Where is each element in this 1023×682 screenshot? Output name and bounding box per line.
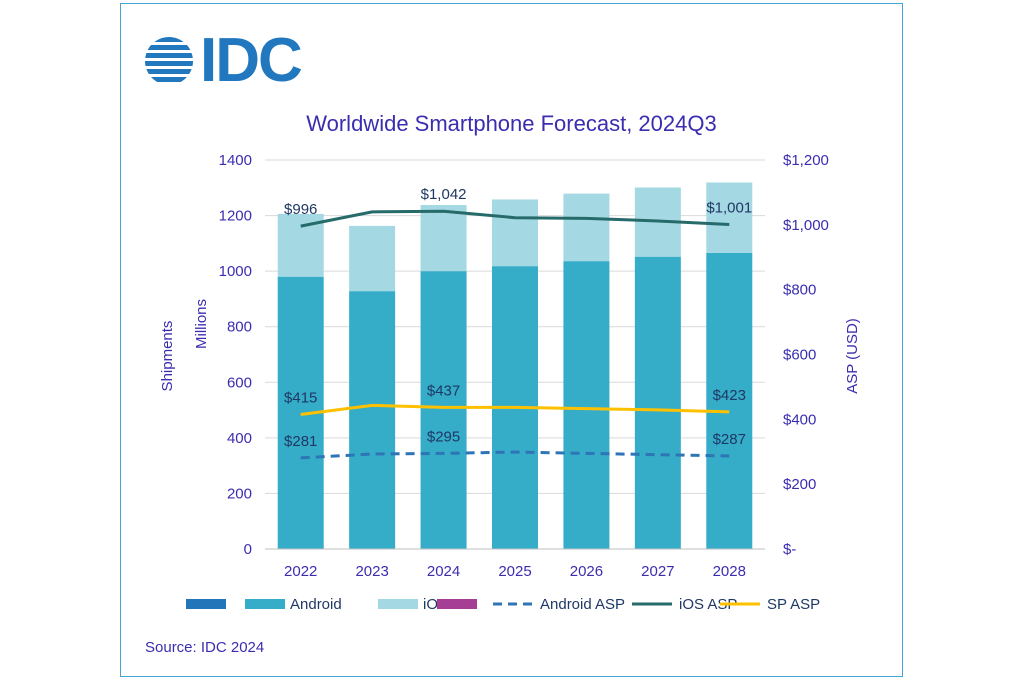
chart-frame [120, 3, 903, 677]
y-right-tick-label: $1,000 [783, 217, 829, 234]
idc-logo [145, 30, 315, 96]
y-left-tick-label: 1200 [219, 208, 252, 225]
data-label: $423 [713, 387, 746, 404]
legend: Android iOS Android ASP iOS ASP SP ASP [186, 596, 820, 613]
y-right-tick-label: $- [783, 541, 796, 558]
chart-title: Worldwide Smartphone Forecast, 2024Q3 [306, 111, 717, 136]
x-tick-label: 2022 [284, 563, 317, 580]
android-asp-line [300, 450, 730, 460]
y-right-tick-label: $800 [783, 282, 816, 299]
y-left-tick-label: 200 [227, 485, 252, 502]
y-left-tick-label: 1400 [219, 152, 252, 169]
data-label: $287 [713, 431, 746, 448]
y-right-axis-label: ASP (USD) [844, 318, 861, 394]
android-bar [420, 271, 467, 549]
y-right-tick-label: $400 [783, 411, 816, 428]
data-label: $437 [427, 382, 460, 399]
legend-swatch [245, 599, 285, 609]
bars [277, 182, 753, 549]
data-label: $281 [284, 433, 317, 450]
android-bar [706, 252, 753, 549]
legend-swatch [186, 599, 226, 609]
y-left-tick-label: 0 [244, 541, 252, 558]
logo-wordmark: IDC [200, 26, 303, 95]
legend-swatch [437, 599, 477, 609]
legend-swatch [378, 599, 418, 609]
y-right-tick-label: $200 [783, 476, 816, 493]
data-label: $415 [284, 389, 317, 406]
y-right-tick-label: $600 [783, 347, 816, 364]
x-tick-label: 2026 [570, 563, 603, 580]
axes: Shipments Millions ASP (USD) 0 200 400 600 8… [159, 152, 861, 580]
legend-label: SP ASP [767, 596, 820, 613]
x-tick-label: 2028 [713, 563, 746, 580]
ios-asp-line [300, 209, 730, 228]
x-tick-label: 2027 [641, 563, 674, 580]
y-left-tick-label: 800 [227, 319, 252, 336]
source-note: Source: IDC 2024 [145, 639, 265, 656]
x-tick-label: 2025 [498, 563, 531, 580]
data-label: $1,001 [706, 200, 752, 217]
ios-bar [492, 199, 538, 267]
android-bar [634, 256, 681, 549]
ios-bar [706, 182, 753, 253]
x-tick-label: 2023 [355, 563, 388, 580]
android-bar [563, 261, 610, 549]
y-left-tick-label: 600 [227, 374, 252, 391]
ios-bar [563, 193, 610, 262]
globe-icon [145, 37, 193, 82]
data-label: $295 [427, 428, 460, 445]
x-tick-label: 2024 [427, 563, 460, 580]
legend-label: Android [290, 596, 342, 613]
y-left-axis-label: Shipments [159, 321, 176, 392]
y-left-tick-label: 400 [227, 430, 252, 447]
y-left-axis-sublabel: Millions [193, 299, 210, 349]
legend-label: Android ASP [540, 596, 625, 613]
data-labels: $996 $1,042 $1,001 $415 $437 $423 $281 $295 $287 [284, 186, 752, 450]
asp-lines [300, 209, 730, 460]
legend-label: iOS ASP [679, 596, 737, 613]
sp-asp-line [300, 403, 730, 416]
android-bar [349, 291, 396, 549]
data-label: $1,042 [421, 186, 467, 203]
y-right-tick-label: $1,200 [783, 152, 829, 169]
ios-bar [349, 225, 396, 292]
data-label: $996 [284, 201, 317, 218]
ios-bar [420, 205, 467, 272]
y-left-tick-label: 1000 [219, 263, 252, 280]
